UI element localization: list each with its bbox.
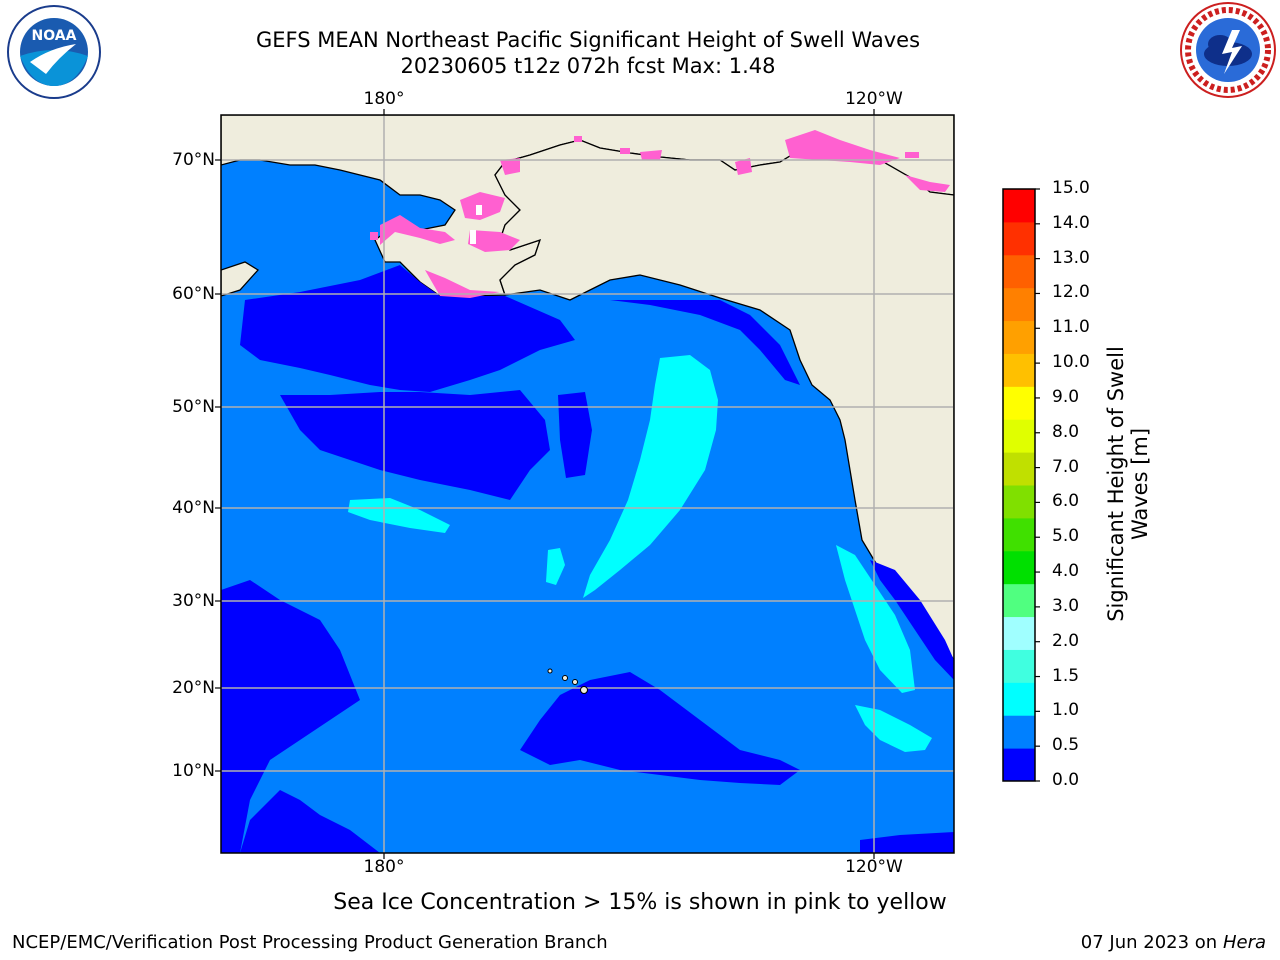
mid-swell-small <box>546 548 565 585</box>
colorbar-frame <box>1002 188 1036 782</box>
sea-ice <box>370 130 950 298</box>
mid-swell-west <box>348 498 450 533</box>
low-swell-sw <box>240 790 380 853</box>
colorbar-swatch <box>1003 386 1035 420</box>
colorbar-swatch <box>1003 583 1035 618</box>
colorbar-swatch <box>1003 550 1035 585</box>
colorbar-swatch <box>1003 715 1035 749</box>
colorbar-tick-label: 13.0 <box>1052 247 1090 268</box>
colorbar-swatch <box>1003 616 1035 650</box>
colorbar-tick-label: 6.0 <box>1052 491 1080 512</box>
low-swell-west <box>221 580 360 853</box>
map-ticks <box>215 109 875 859</box>
colorbar-tick-label: 3.0 <box>1052 595 1080 616</box>
colorbar-swatch <box>1003 353 1035 387</box>
footer-date: 07 Jun 2023 on Hera <box>1081 932 1266 953</box>
colorbar-tick-label: 0.5 <box>1052 735 1080 756</box>
land-kamchatka <box>221 261 260 297</box>
colorbar-swatch <box>1003 287 1035 322</box>
colorbar-tick-label: 4.0 <box>1052 561 1080 582</box>
colorbar-tick-label: 1.5 <box>1052 665 1080 686</box>
low-swell-aleutian-south <box>280 390 550 500</box>
colorbar-swatch <box>1003 748 1035 782</box>
map-subtitle: 20230605 t12z 072h fcst Max: 1.48 <box>400 54 776 78</box>
colorbar-label: Significant Height of Swell Waves [m] <box>1104 346 1152 622</box>
svg-text:NOAA: NOAA <box>32 28 77 44</box>
lat-label-20n: 20°N <box>172 678 215 698</box>
noaa-logo: NOAA <box>6 4 102 100</box>
colorbar-tick-label: 8.0 <box>1052 421 1080 442</box>
lat-label-40n: 40°N <box>172 498 215 518</box>
lon-label-bottom-120w: 120°W <box>845 857 903 877</box>
colorbar-swatch <box>1003 221 1035 256</box>
lat-label-60n: 60°N <box>172 284 215 304</box>
colorbar <box>1002 188 1040 782</box>
colorbar-swatch <box>1003 452 1035 486</box>
colorbar-tick-label: 15.0 <box>1052 178 1090 198</box>
colorbar-tick-label: 0.0 <box>1052 770 1080 790</box>
colorbar-swatch <box>1003 682 1035 716</box>
low-swell-se-corner <box>860 832 954 853</box>
colorbar-tick-label: 1.0 <box>1052 700 1080 721</box>
lat-label-50n: 50°N <box>172 397 215 417</box>
lat-label-30n: 30°N <box>172 591 215 611</box>
low-swell-hawaii <box>520 672 800 785</box>
map-frame <box>220 114 955 854</box>
low-swell-ne-patch <box>558 392 592 478</box>
hawaii-islands <box>547 668 588 694</box>
colorbar-tick-label: 12.0 <box>1052 282 1090 303</box>
footer-date-text: 07 Jun 2023 on <box>1080 932 1218 953</box>
colorbar-swatch <box>1003 419 1035 453</box>
low-swell-bering <box>240 265 575 392</box>
colorbar-swatch <box>1003 517 1035 552</box>
colorbar-tick-label: 2.0 <box>1052 630 1080 651</box>
colorbar-tick-label: 14.0 <box>1052 212 1090 233</box>
footer-system: Hera <box>1222 932 1266 953</box>
colorbar-tick-label: 10.0 <box>1052 352 1090 373</box>
lon-label-top-180: 180° <box>363 89 405 109</box>
map-title: GEFS MEAN Northeast Pacific Significant … <box>255 28 921 52</box>
lon-label-bottom-180: 180° <box>363 857 405 877</box>
low-swell-east-coast <box>870 560 954 680</box>
mid-swell-central <box>583 355 718 598</box>
mid-swell-baja <box>836 545 915 693</box>
colorbar-tick-label: 5.0 <box>1052 526 1080 547</box>
footer-credit: NCEP/EMC/Verification Post Processing Pr… <box>12 932 608 953</box>
colorbar-swatch <box>1003 649 1035 683</box>
colorbar-swatch <box>1003 320 1035 354</box>
sea-ice-note: Sea Ice Concentration > 15% is shown in … <box>333 890 947 915</box>
low-swell-gulf-alaska-edge <box>610 300 800 385</box>
colorbar-tick-label: 9.0 <box>1052 386 1080 407</box>
graticule <box>221 115 954 853</box>
lat-label-10n: 10°N <box>172 761 215 781</box>
colorbar-swatch <box>1003 189 1035 223</box>
nws-logo <box>1178 0 1278 100</box>
colorbar-swatch <box>1003 254 1035 289</box>
lon-label-top-120w: 120°W <box>845 89 903 109</box>
colorbar-swatch <box>1003 485 1035 519</box>
lat-label-70n: 70°N <box>172 150 215 170</box>
sea-ice-white <box>470 205 482 244</box>
colorbar-tick-label: 11.0 <box>1052 317 1090 338</box>
colorbar-tick-label: 7.0 <box>1052 456 1080 477</box>
